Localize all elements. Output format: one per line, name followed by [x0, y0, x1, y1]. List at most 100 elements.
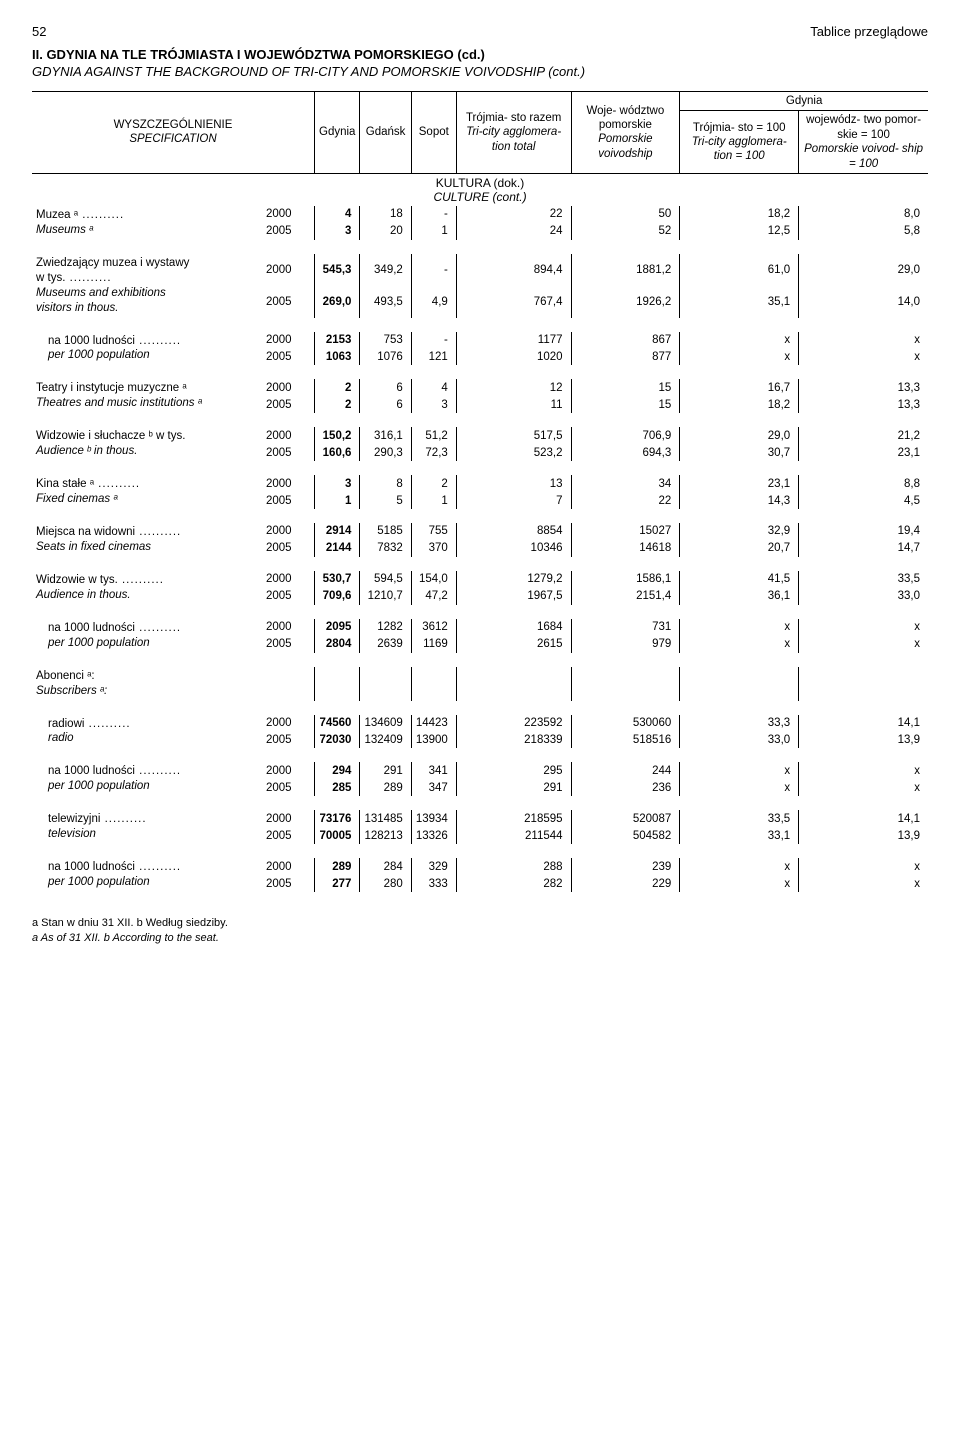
data-cell: 2: [315, 396, 360, 413]
data-cell: 236: [571, 779, 680, 796]
year-cell: 2000: [262, 858, 315, 875]
data-cell: 290,3: [360, 444, 411, 461]
row-label: radiowi radio: [32, 715, 262, 749]
data-cell: 2153: [315, 332, 360, 349]
col-tri-total: Trójmia- sto razem Tri-city agglomera- t…: [456, 92, 571, 174]
data-cell: 15027: [571, 523, 680, 540]
table-row: Muzea ᵃMuseums ᵃ2000418-225018,28,0: [32, 206, 928, 223]
year-cell: 2000: [262, 427, 315, 444]
data-table: WYSZCZEGÓLNIENIE SPECIFICATION Gdynia Gd…: [32, 91, 928, 906]
data-cell: 128213: [360, 827, 411, 844]
data-cell: 709,6: [315, 588, 360, 605]
data-cell: 530,7: [315, 571, 360, 588]
data-cell: 10346: [456, 540, 571, 557]
data-cell: 33,1: [680, 827, 799, 844]
data-cell: x: [680, 762, 799, 779]
data-cell: 5,8: [799, 223, 928, 240]
data-cell: 333: [411, 875, 456, 892]
data-cell: 7: [456, 492, 571, 509]
data-cell: 5: [360, 492, 411, 509]
data-cell: 13326: [411, 827, 456, 844]
page-header: 52 Tablice przeglądowe: [32, 24, 928, 39]
data-cell: 1967,5: [456, 588, 571, 605]
data-cell: 20: [360, 223, 411, 240]
data-cell: 23,1: [799, 444, 928, 461]
data-cell: 3612: [411, 619, 456, 636]
year-cell: 2000: [262, 254, 315, 286]
data-cell: 349,2: [360, 254, 411, 286]
data-cell: 12: [456, 379, 571, 396]
table-row: na 1000 ludności per 1000 population2000…: [32, 332, 928, 349]
col-gdansk: Gdańsk: [360, 92, 411, 174]
data-cell: 13: [456, 475, 571, 492]
data-cell: 329: [411, 858, 456, 875]
data-cell: 979: [571, 636, 680, 653]
footnotes: a Stan w dniu 31 XII. b Według siedziby.…: [32, 916, 928, 947]
data-cell: 291: [360, 762, 411, 779]
data-cell: x: [799, 858, 928, 875]
data-cell: 20,7: [680, 540, 799, 557]
year-cell: 2000: [262, 379, 315, 396]
data-cell: 14423: [411, 715, 456, 732]
year-cell: 2005: [262, 636, 315, 653]
data-cell: 22: [456, 206, 571, 223]
data-cell: x: [680, 779, 799, 796]
data-cell: x: [799, 636, 928, 653]
data-cell: 15: [571, 379, 680, 396]
data-cell: 218595: [456, 810, 571, 827]
data-cell: 1684: [456, 619, 571, 636]
data-cell: 517,5: [456, 427, 571, 444]
data-cell: 13934: [411, 810, 456, 827]
data-cell: 2804: [315, 636, 360, 653]
data-cell: 285: [315, 779, 360, 796]
data-cell: 244: [571, 762, 680, 779]
data-cell: 520087: [571, 810, 680, 827]
data-cell: 15: [571, 396, 680, 413]
data-cell: 5185: [360, 523, 411, 540]
data-cell: 13,3: [799, 396, 928, 413]
data-cell: 239: [571, 858, 680, 875]
row-label: Widzowie i słuchacze ᵇ w tys.Audience ᵇ …: [32, 427, 262, 461]
data-cell: 18,2: [680, 206, 799, 223]
data-cell: 11: [456, 396, 571, 413]
data-cell: 894,4: [456, 254, 571, 286]
data-cell: 14,0: [799, 286, 928, 318]
data-cell: 2914: [315, 523, 360, 540]
row-label: Zwiedzający muzea i wystawy w tys.Museum…: [32, 254, 262, 318]
data-cell: 160,6: [315, 444, 360, 461]
data-cell: 14618: [571, 540, 680, 557]
col-sopot: Sopot: [411, 92, 456, 174]
year-cell: 2000: [262, 523, 315, 540]
data-cell: 341: [411, 762, 456, 779]
data-cell: 1169: [411, 636, 456, 653]
data-cell: 4,9: [411, 286, 456, 318]
data-cell: -: [411, 254, 456, 286]
data-cell: 121: [411, 348, 456, 365]
col-gdynia-group: Gdynia: [680, 92, 928, 111]
data-cell: 24: [456, 223, 571, 240]
data-cell: 291: [456, 779, 571, 796]
data-cell: 280: [360, 875, 411, 892]
col-tri100: Trójmia- sto = 100 Tri-city agglomera- t…: [680, 111, 799, 174]
data-cell: 3: [411, 396, 456, 413]
data-cell: 4,5: [799, 492, 928, 509]
year-cell: 2005: [262, 348, 315, 365]
year-cell: 2005: [262, 540, 315, 557]
data-cell: 154,0: [411, 571, 456, 588]
table-row: na 1000 ludności per 1000 population2000…: [32, 619, 928, 636]
data-cell: 70005: [315, 827, 360, 844]
data-cell: 21,2: [799, 427, 928, 444]
data-cell: 530060: [571, 715, 680, 732]
data-cell: 6: [360, 396, 411, 413]
data-cell: 1020: [456, 348, 571, 365]
data-cell: 23,1: [680, 475, 799, 492]
table-row: Zwiedzający muzea i wystawy w tys.Museum…: [32, 254, 928, 286]
year-cell: 2000: [262, 571, 315, 588]
data-cell: 284: [360, 858, 411, 875]
data-cell: 8,0: [799, 206, 928, 223]
year-cell: 2005: [262, 827, 315, 844]
data-cell: 30,7: [680, 444, 799, 461]
row-label: Widzowie w tys.Audience in thous.: [32, 571, 262, 605]
data-cell: 347: [411, 779, 456, 796]
row-label: Teatry i instytucje muzyczne ᵃTheatres a…: [32, 379, 262, 413]
